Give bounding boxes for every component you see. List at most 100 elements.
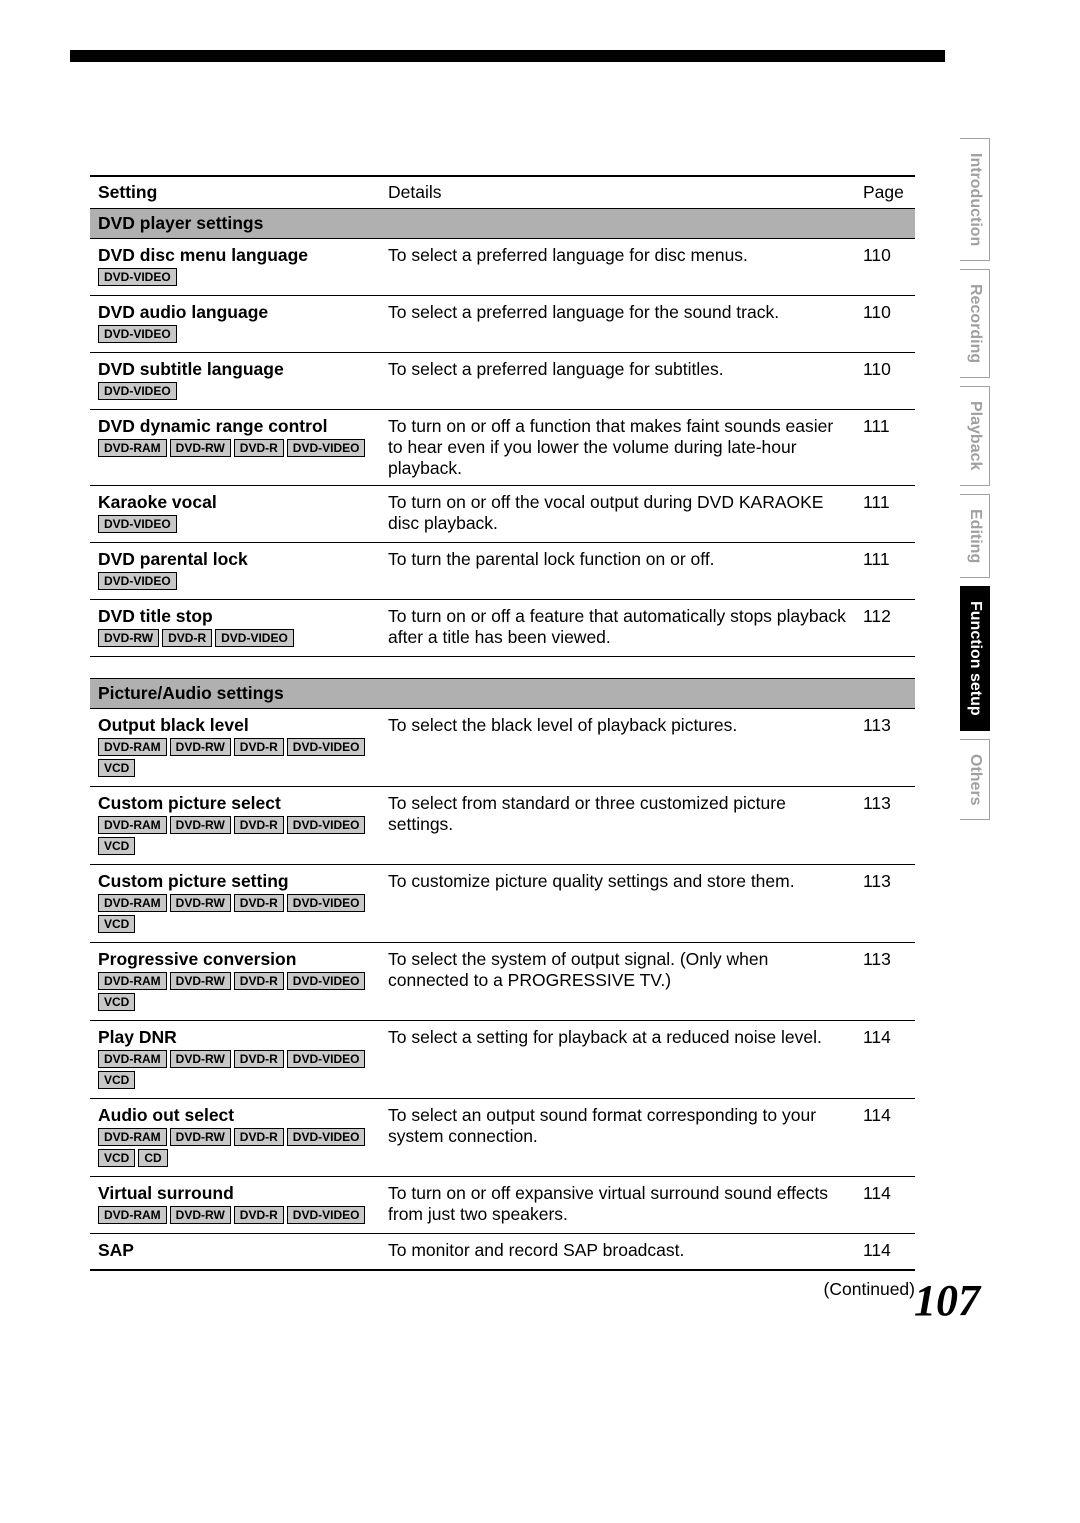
tags-line: DVD-VIDEO bbox=[98, 382, 372, 403]
setting-cell: DVD title stopDVD-RWDVD-RDVD-VIDEO bbox=[90, 600, 380, 657]
format-tag: DVD-VIDEO bbox=[98, 382, 177, 400]
format-tag: DVD-VIDEO bbox=[287, 1050, 366, 1068]
page-cell: 112 bbox=[855, 600, 915, 657]
tab-others[interactable]: Others bbox=[960, 739, 990, 821]
table-row: Custom picture settingDVD-RAMDVD-RWDVD-R… bbox=[90, 865, 915, 943]
tab-editing[interactable]: Editing bbox=[960, 494, 990, 578]
tags-line: DVD-RAMDVD-RWDVD-RDVD-VIDEOVCD bbox=[98, 1050, 372, 1092]
setting-name: Custom picture select bbox=[98, 793, 372, 814]
setting-name: Progressive conversion bbox=[98, 949, 372, 970]
tags-line: DVD-RWDVD-RDVD-VIDEO bbox=[98, 629, 372, 650]
tags-line: DVD-VIDEO bbox=[98, 268, 372, 289]
format-tag: VCD bbox=[98, 837, 135, 855]
setting-cell: DVD parental lockDVD-VIDEO bbox=[90, 543, 380, 600]
tab-recording[interactable]: Recording bbox=[960, 269, 990, 378]
format-tag: DVD-RW bbox=[170, 816, 231, 834]
spacer-row bbox=[90, 657, 915, 679]
table-row: Karaoke vocalDVD-VIDEOTo turn on or off … bbox=[90, 486, 915, 543]
format-tag: CD bbox=[138, 1149, 167, 1167]
format-tag: DVD-RW bbox=[170, 1050, 231, 1068]
format-tag: VCD bbox=[98, 759, 135, 777]
page-cell: 114 bbox=[855, 1099, 915, 1177]
setting-cell: DVD audio languageDVD-VIDEO bbox=[90, 296, 380, 353]
format-tag: DVD-VIDEO bbox=[98, 515, 177, 533]
tags-line: DVD-RAMDVD-RWDVD-RDVD-VIDEOVCD bbox=[98, 894, 372, 936]
tab-introduction[interactable]: Introduction bbox=[960, 138, 990, 261]
setting-cell: DVD disc menu languageDVD-VIDEO bbox=[90, 239, 380, 296]
format-tag: DVD-R bbox=[234, 439, 284, 457]
tab-playback[interactable]: Playback bbox=[960, 386, 990, 485]
header-page: Page bbox=[855, 176, 915, 209]
tags-line: DVD-RAMDVD-RWDVD-RDVD-VIDEOVCDCD bbox=[98, 1128, 372, 1170]
setting-name: DVD title stop bbox=[98, 606, 372, 627]
table-row: DVD parental lockDVD-VIDEOTo turn the pa… bbox=[90, 543, 915, 600]
format-tag: DVD-R bbox=[162, 629, 212, 647]
format-tag: DVD-R bbox=[234, 816, 284, 834]
setting-name: Audio out select bbox=[98, 1105, 372, 1126]
page-cell: 111 bbox=[855, 543, 915, 600]
format-tag: DVD-R bbox=[234, 972, 284, 990]
tags-line: DVD-RAMDVD-RWDVD-RDVD-VIDEOVCD bbox=[98, 972, 372, 1014]
details-cell: To turn on or off expansive virtual surr… bbox=[380, 1177, 855, 1234]
details-cell: To monitor and record SAP broadcast. bbox=[380, 1234, 855, 1271]
format-tag: DVD-RW bbox=[170, 738, 231, 756]
header-details: Details bbox=[380, 176, 855, 209]
table-row: DVD dynamic range controlDVD-RAMDVD-RWDV… bbox=[90, 410, 915, 486]
setting-name: SAP bbox=[98, 1240, 372, 1261]
table-row: DVD disc menu languageDVD-VIDEOTo select… bbox=[90, 239, 915, 296]
setting-name: Play DNR bbox=[98, 1027, 372, 1048]
format-tag: DVD-R bbox=[234, 1128, 284, 1146]
tags-line: DVD-VIDEO bbox=[98, 515, 372, 536]
setting-name: DVD disc menu language bbox=[98, 245, 372, 266]
page-cell: 110 bbox=[855, 353, 915, 410]
section-header: Picture/Audio settings bbox=[90, 679, 915, 709]
format-tag: VCD bbox=[98, 1149, 135, 1167]
page-cell: 113 bbox=[855, 943, 915, 1021]
format-tag: DVD-R bbox=[234, 894, 284, 912]
setting-cell: Custom picture settingDVD-RAMDVD-RWDVD-R… bbox=[90, 865, 380, 943]
format-tag: DVD-RW bbox=[170, 1206, 231, 1224]
page-cell: 111 bbox=[855, 486, 915, 543]
content-area: SettingDetailsPageDVD player settingsDVD… bbox=[90, 175, 915, 1300]
details-cell: To select a preferred language for the s… bbox=[380, 296, 855, 353]
details-cell: To select from standard or three customi… bbox=[380, 787, 855, 865]
setting-name: Karaoke vocal bbox=[98, 492, 372, 513]
page-cell: 110 bbox=[855, 239, 915, 296]
details-cell: To select the black level of playback pi… bbox=[380, 709, 855, 787]
setting-cell: Custom picture selectDVD-RAMDVD-RWDVD-RD… bbox=[90, 787, 380, 865]
page-top-bar bbox=[70, 50, 945, 62]
format-tag: VCD bbox=[98, 1071, 135, 1089]
section-title: Picture/Audio settings bbox=[90, 679, 915, 709]
setting-cell: Virtual surroundDVD-RAMDVD-RWDVD-RDVD-VI… bbox=[90, 1177, 380, 1234]
format-tag: DVD-R bbox=[234, 1206, 284, 1224]
side-tabs: Introduction Recording Playback Editing Func… bbox=[960, 138, 992, 828]
page-cell: 114 bbox=[855, 1021, 915, 1099]
page-cell: 114 bbox=[855, 1177, 915, 1234]
setting-cell: SAP bbox=[90, 1234, 380, 1271]
format-tag: DVD-VIDEO bbox=[287, 738, 366, 756]
format-tag: DVD-R bbox=[234, 1050, 284, 1068]
format-tag: DVD-VIDEO bbox=[215, 629, 294, 647]
format-tag: VCD bbox=[98, 993, 135, 1011]
page-cell: 113 bbox=[855, 787, 915, 865]
page-cell: 114 bbox=[855, 1234, 915, 1271]
header-setting: Setting bbox=[90, 176, 380, 209]
format-tag: DVD-VIDEO bbox=[287, 1128, 366, 1146]
setting-name: DVD audio language bbox=[98, 302, 372, 323]
setting-name: DVD dynamic range control bbox=[98, 416, 372, 437]
setting-cell: Karaoke vocal DVD-VIDEO bbox=[90, 486, 380, 543]
section-header: DVD player settings bbox=[90, 209, 915, 239]
format-tag: DVD-RAM bbox=[98, 1128, 167, 1146]
setting-name: Custom picture setting bbox=[98, 871, 372, 892]
format-tag: DVD-RAM bbox=[98, 738, 167, 756]
tags-line: DVD-VIDEO bbox=[98, 572, 372, 593]
table-row: Audio out selectDVD-RAMDVD-RWDVD-RDVD-VI… bbox=[90, 1099, 915, 1177]
format-tag: DVD-RAM bbox=[98, 972, 167, 990]
page-number: 107 bbox=[914, 1275, 980, 1326]
format-tag: DVD-RAM bbox=[98, 816, 167, 834]
table-row: DVD audio languageDVD-VIDEOTo select a p… bbox=[90, 296, 915, 353]
format-tag: VCD bbox=[98, 915, 135, 933]
setting-cell: Progressive conversionDVD-RAMDVD-RWDVD-R… bbox=[90, 943, 380, 1021]
tab-function-setup[interactable]: Function setup bbox=[960, 586, 990, 731]
format-tag: DVD-VIDEO bbox=[287, 439, 366, 457]
